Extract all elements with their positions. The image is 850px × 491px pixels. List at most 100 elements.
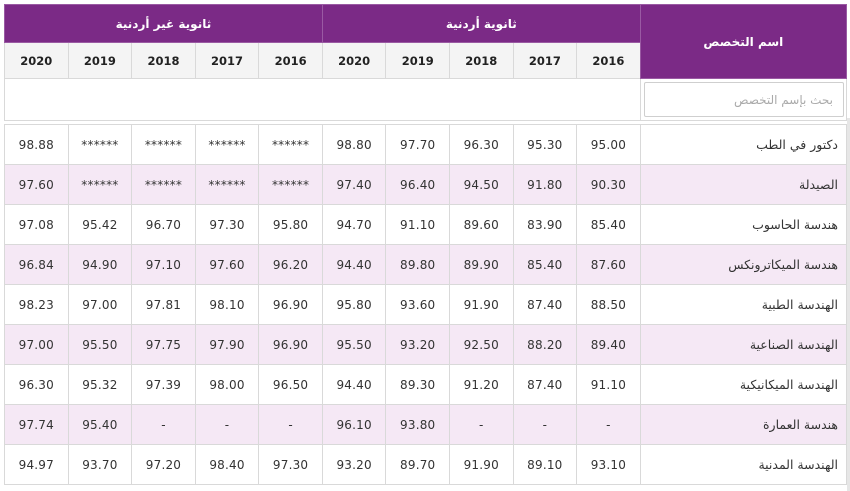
search-row-filler — [4, 78, 641, 121]
average-cell-jordanian-2018: 89.90 — [449, 244, 514, 285]
table-body: دكتور في الطب 95.00 95.30 96.30 97.70 98.80 **… — [4, 124, 848, 485]
year-header-jordanian-2020[interactable]: 2020 — [321, 42, 387, 79]
average-cell-non-jordanian-2018: 96.70 — [131, 204, 196, 245]
average-cell-jordanian-2020: 94.40 — [321, 244, 387, 285]
average-cell-non-jordanian-2017: 98.00 — [194, 364, 260, 405]
average-cell-jordanian-2016: 88.50 — [576, 284, 641, 325]
average-cell-jordanian-2017: 95.30 — [512, 124, 578, 165]
scrollbar-track[interactable] — [847, 118, 850, 491]
specialization-name: الهندسة الميكانيكية — [639, 364, 848, 405]
average-cell-non-jordanian-2018: ****** — [131, 164, 196, 205]
search-row — [4, 78, 848, 121]
specialization-name: دكتور في الطب — [639, 124, 848, 165]
average-cell-jordanian-2017: 87.40 — [512, 284, 578, 325]
average-cell-jordanian-2019: 89.80 — [385, 244, 450, 285]
average-cell-jordanian-2018: 91.20 — [449, 364, 514, 405]
group-header-non-jordanian: ثانوية غير أردنية — [4, 4, 323, 43]
average-cell-jordanian-2017: 89.10 — [512, 444, 578, 485]
average-cell-non-jordanian-2019: 95.42 — [67, 204, 133, 245]
average-cell-non-jordanian-2017: ****** — [194, 124, 260, 165]
average-cell-non-jordanian-2018: ****** — [131, 124, 196, 165]
average-cell-non-jordanian-2020: 97.00 — [4, 324, 69, 365]
specialization-column-header[interactable]: اسم التخصص — [639, 4, 848, 79]
average-cell-jordanian-2017: - — [512, 404, 578, 445]
average-cell-non-jordanian-2016: - — [258, 404, 323, 445]
average-cell-jordanian-2019: 93.80 — [385, 404, 450, 445]
specialization-name: هندسة العمارة — [639, 404, 848, 445]
average-cell-non-jordanian-2016: 96.90 — [258, 324, 323, 365]
average-cell-non-jordanian-2018: 97.39 — [131, 364, 196, 405]
table-row: هندسة الحاسوب 85.40 83.90 89.60 91.10 94.70 95… — [4, 204, 848, 245]
average-cell-non-jordanian-2016: ****** — [258, 124, 323, 165]
year-header-non-jordanian-2016[interactable]: 2016 — [258, 42, 323, 79]
average-cell-non-jordanian-2017: 97.90 — [194, 324, 260, 365]
average-cell-jordanian-2020: 94.40 — [321, 364, 387, 405]
year-header-non-jordanian-2019[interactable]: 2019 — [67, 42, 133, 79]
average-cell-non-jordanian-2016: 96.50 — [258, 364, 323, 405]
average-cell-jordanian-2017: 83.90 — [512, 204, 578, 245]
average-cell-jordanian-2016: 87.60 — [576, 244, 641, 285]
average-cell-jordanian-2020: 94.70 — [321, 204, 387, 245]
search-input[interactable] — [643, 82, 844, 117]
table-row: دكتور في الطب 95.00 95.30 96.30 97.70 98.80 **… — [4, 124, 848, 165]
year-header-jordanian-2017[interactable]: 2017 — [512, 42, 578, 79]
average-cell-jordanian-2016: 90.30 — [576, 164, 641, 205]
average-cell-jordanian-2020: 96.10 — [321, 404, 387, 445]
year-header-jordanian-2016[interactable]: 2016 — [576, 42, 641, 79]
table-row: الصيدلة 90.30 91.80 94.50 96.40 97.40 ****** **… — [4, 164, 848, 205]
average-cell-non-jordanian-2018: 97.10 — [131, 244, 196, 285]
average-cell-jordanian-2019: 89.70 — [385, 444, 450, 485]
average-cell-non-jordanian-2016: 96.90 — [258, 284, 323, 325]
average-cell-jordanian-2018: 91.90 — [449, 284, 514, 325]
average-cell-non-jordanian-2020: 96.30 — [4, 364, 69, 405]
average-cell-non-jordanian-2018: 97.75 — [131, 324, 196, 365]
average-cell-non-jordanian-2019: ****** — [67, 124, 133, 165]
specialization-name: الصيدلة — [639, 164, 848, 205]
average-cell-non-jordanian-2016: 96.20 — [258, 244, 323, 285]
group-header-row: اسم التخصص ثانوية أردنية ثانوية غير أردن… — [4, 4, 848, 79]
average-cell-non-jordanian-2020: 94.97 — [4, 444, 69, 485]
year-header-non-jordanian-2017[interactable]: 2017 — [194, 42, 260, 79]
table-row: الهندسة الصناعية 89.40 88.20 92.50 93.20 95.5… — [4, 324, 848, 365]
average-cell-jordanian-2016: 85.40 — [576, 204, 641, 245]
table-row: هندسة الميكاترونكس 87.60 85.40 89.90 89.80 94… — [4, 244, 848, 285]
average-cell-jordanian-2020: 95.50 — [321, 324, 387, 365]
specialization-name: هندسة الميكاترونكس — [639, 244, 848, 285]
average-cell-non-jordanian-2019: 97.00 — [67, 284, 133, 325]
average-cell-non-jordanian-2017: 98.40 — [194, 444, 260, 485]
average-cell-non-jordanian-2018: 97.81 — [131, 284, 196, 325]
average-cell-non-jordanian-2017: 98.10 — [194, 284, 260, 325]
admission-averages-table: اسم التخصص ثانوية أردنية ثانوية غير أردن… — [4, 4, 848, 485]
average-cell-non-jordanian-2020: 96.84 — [4, 244, 69, 285]
average-cell-non-jordanian-2019: 93.70 — [67, 444, 133, 485]
average-cell-jordanian-2018: 91.90 — [449, 444, 514, 485]
table-row: هندسة العمارة - - -93.80 96.10- - -95.40 97.74 — [4, 404, 848, 445]
average-cell-jordanian-2019: 89.30 — [385, 364, 450, 405]
average-cell-non-jordanian-2019: 95.40 — [67, 404, 133, 445]
year-header-non-jordanian-2018[interactable]: 2018 — [131, 42, 196, 79]
average-cell-jordanian-2018: - — [449, 404, 514, 445]
average-cell-jordanian-2019: 91.10 — [385, 204, 450, 245]
average-cell-non-jordanian-2018: 97.20 — [131, 444, 196, 485]
average-cell-jordanian-2016: 95.00 — [576, 124, 641, 165]
average-cell-non-jordanian-2019: 95.32 — [67, 364, 133, 405]
year-header-jordanian-2018[interactable]: 2018 — [449, 42, 514, 79]
year-header-jordanian-2019[interactable]: 2019 — [385, 42, 450, 79]
average-cell-jordanian-2018: 92.50 — [449, 324, 514, 365]
average-cell-jordanian-2017: 88.20 — [512, 324, 578, 365]
search-cell — [639, 78, 848, 121]
average-cell-non-jordanian-2018: - — [131, 404, 196, 445]
average-cell-non-jordanian-2019: 95.50 — [67, 324, 133, 365]
average-cell-non-jordanian-2016: 97.30 — [258, 444, 323, 485]
table-row: الهندسة الطبية 88.50 87.40 91.90 93.60 95.80 9… — [4, 284, 848, 325]
year-header-row: 2016 2017 2018 2019 2020 2016 2017 2018 … — [4, 42, 847, 79]
average-cell-jordanian-2019: 93.20 — [385, 324, 450, 365]
year-header-non-jordanian-2020[interactable]: 2020 — [4, 42, 69, 79]
average-cell-jordanian-2018: 89.60 — [449, 204, 514, 245]
average-cell-jordanian-2016: 91.10 — [576, 364, 641, 405]
average-cell-non-jordanian-2016: ****** — [258, 164, 323, 205]
average-cell-non-jordanian-2017: 97.60 — [194, 244, 260, 285]
average-cell-jordanian-2017: 87.40 — [512, 364, 578, 405]
specialization-name: الهندسة المدنية — [639, 444, 848, 485]
average-cell-jordanian-2019: 97.70 — [385, 124, 450, 165]
